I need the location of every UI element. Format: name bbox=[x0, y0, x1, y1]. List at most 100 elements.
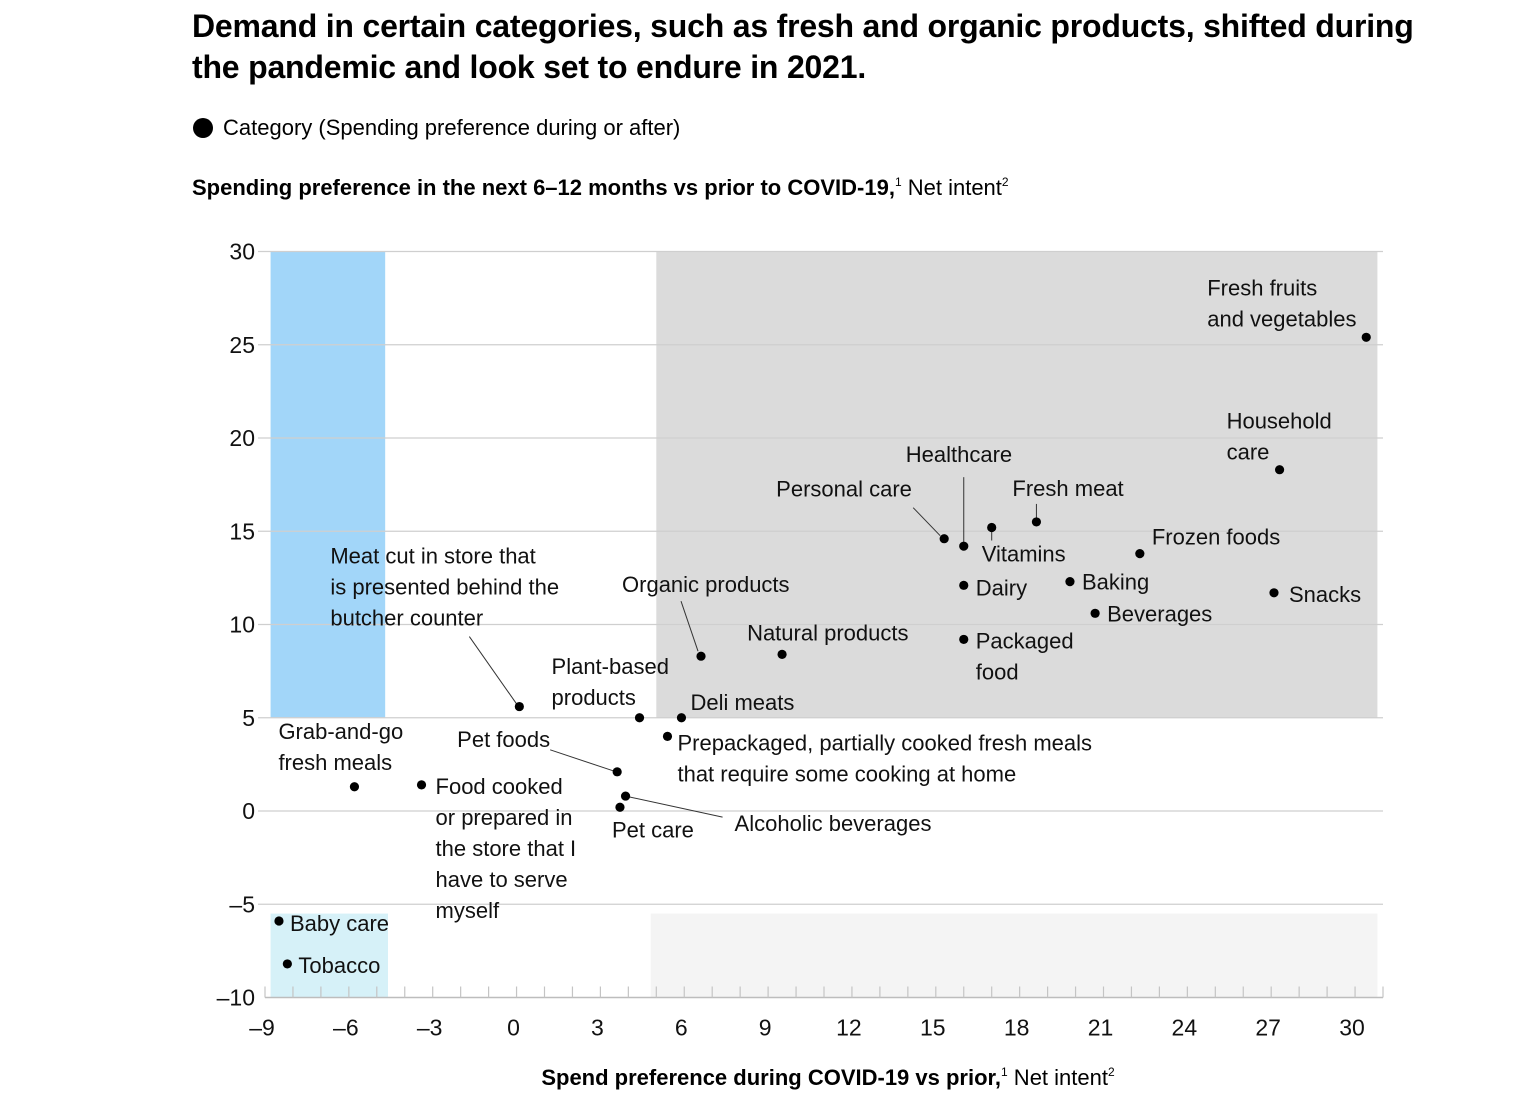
point-label-line: food bbox=[976, 659, 1019, 684]
point-label: Plant-based products bbox=[552, 654, 669, 710]
point-label-line: Baby care bbox=[290, 911, 389, 936]
point-label-line: Fresh meat bbox=[1012, 476, 1123, 501]
x-tick-label: –3 bbox=[417, 1015, 443, 1041]
point-label-line: Organic products bbox=[622, 572, 790, 597]
x-axis-title: Spend preference during COVID-19 vs prio… bbox=[0, 1065, 1526, 1091]
x-tick-label: 6 bbox=[675, 1015, 688, 1041]
x-axis-title-main: Spend preference during COVID-19 vs prio… bbox=[541, 1065, 1001, 1090]
y-tick-label: 10 bbox=[229, 612, 255, 638]
point-label-line: myself bbox=[436, 898, 500, 923]
data-point bbox=[1135, 549, 1145, 559]
point-label: Alcoholic beverages bbox=[735, 811, 932, 836]
point-label-line: Dairy bbox=[976, 575, 1027, 600]
x-axis-title-unit: Net intent bbox=[1007, 1065, 1108, 1090]
point-label: Beverages bbox=[1107, 601, 1212, 626]
point-label: Baking bbox=[1082, 570, 1149, 595]
leader-line bbox=[625, 795, 723, 818]
region-negative-during-negative-after bbox=[270, 913, 388, 998]
point-label-line: Baking bbox=[1082, 570, 1149, 595]
point-label-line: and vegetables bbox=[1207, 306, 1356, 331]
data-point bbox=[1274, 465, 1285, 475]
point-labels-layer: Fresh fruits and vegetables Household care S… bbox=[278, 275, 1361, 978]
point-label: Fresh fruits and vegetables bbox=[1207, 275, 1356, 331]
y-tick-label: –5 bbox=[229, 891, 255, 917]
legend-dot-icon bbox=[193, 118, 213, 138]
point-label-line: Snacks bbox=[1289, 582, 1361, 607]
point-label: Baby care bbox=[290, 911, 389, 936]
data-point bbox=[959, 580, 969, 590]
x-tick-label: 3 bbox=[591, 1015, 604, 1041]
x-tick-label: 15 bbox=[920, 1015, 946, 1041]
point-label-line: Meat cut in store that bbox=[330, 544, 535, 569]
data-point bbox=[634, 713, 645, 723]
data-point bbox=[274, 916, 284, 926]
data-point bbox=[777, 649, 787, 659]
point-label-line: fresh meals bbox=[278, 750, 392, 775]
x-tick-label: 12 bbox=[836, 1015, 862, 1041]
y-axis-title-unit: Net intent bbox=[901, 175, 1002, 200]
point-label-line: Personal care bbox=[776, 477, 912, 502]
y-axis-title-main: Spending preference in the next 6–12 mon… bbox=[192, 175, 895, 200]
point-label-line: that require some cooking at home bbox=[677, 761, 1016, 786]
data-point bbox=[1269, 588, 1279, 598]
leader-line bbox=[468, 636, 517, 704]
point-label-line: Pet care bbox=[612, 817, 694, 842]
data-point bbox=[676, 713, 687, 723]
y-axis-title: Spending preference in the next 6–12 mon… bbox=[192, 175, 1009, 201]
y-tick-label: 25 bbox=[229, 332, 255, 358]
point-label-line: butcher counter bbox=[330, 606, 483, 631]
point-label-line: have to serve bbox=[436, 867, 568, 892]
point-label-line: Natural products bbox=[747, 620, 908, 645]
leader-line bbox=[912, 507, 941, 537]
point-label-line: or prepared in bbox=[436, 805, 573, 830]
point-label: Pet care bbox=[612, 817, 694, 842]
point-label: Healthcare bbox=[906, 442, 1012, 467]
point-label: Pet foods bbox=[457, 727, 550, 752]
x-tick-label: 9 bbox=[759, 1015, 772, 1041]
data-point bbox=[1031, 517, 1042, 527]
chart-title: Demand in certain categories, such as fr… bbox=[192, 8, 1414, 85]
region-negative-during-positive-after bbox=[270, 251, 386, 718]
point-label-line: is presented behind the bbox=[330, 575, 559, 600]
data-point bbox=[514, 701, 524, 712]
x-axis-footnote-1: 1 bbox=[1001, 1065, 1008, 1079]
point-label: Snacks bbox=[1289, 582, 1361, 607]
x-tick-label: 27 bbox=[1255, 1015, 1281, 1041]
point-label: Personal care bbox=[776, 477, 912, 502]
point-label-line: Frozen foods bbox=[1152, 525, 1280, 550]
points-layer bbox=[274, 332, 1371, 969]
legend: Category (Spending preference during or … bbox=[193, 115, 680, 141]
data-point bbox=[349, 782, 360, 792]
data-point bbox=[939, 534, 949, 544]
x-tick-label: 18 bbox=[1004, 1015, 1030, 1041]
x-tick-label: 0 bbox=[507, 1015, 520, 1041]
leader-line bbox=[550, 749, 614, 772]
point-label: Tobacco bbox=[298, 953, 380, 978]
region-positive-during-positive-after bbox=[656, 251, 1378, 718]
y-tick-label: 5 bbox=[242, 705, 255, 731]
point-label: Natural products bbox=[747, 620, 908, 645]
y-axis-footnote-2: 2 bbox=[1001, 175, 1009, 189]
data-point bbox=[959, 634, 969, 645]
y-tick-label: 20 bbox=[229, 425, 255, 451]
point-label-line: Pet foods bbox=[457, 727, 550, 752]
point-label-line: Plant-based bbox=[552, 654, 669, 679]
point-label-line: Alcoholic beverages bbox=[735, 811, 932, 836]
x-tick-label: 24 bbox=[1172, 1015, 1198, 1041]
point-label-line: the store that I bbox=[436, 836, 577, 861]
x-axis-footnote-2: 2 bbox=[1107, 1065, 1115, 1079]
region-positive-during-negative-after bbox=[650, 913, 1378, 998]
point-label-line: Fresh fruits bbox=[1207, 275, 1317, 300]
point-label: Frozen foods bbox=[1152, 525, 1280, 550]
point-label-line: Grab-and-go bbox=[278, 719, 403, 744]
x-tick-label: –6 bbox=[333, 1015, 359, 1041]
x-tick-label: 30 bbox=[1339, 1015, 1365, 1041]
point-label-line: Household bbox=[1227, 409, 1332, 434]
point-label: Deli meats bbox=[690, 690, 794, 715]
point-label-line: products bbox=[552, 685, 636, 710]
data-point bbox=[959, 541, 969, 551]
point-label: Grab-and-go fresh meals bbox=[278, 719, 403, 775]
point-label-line: Deli meats bbox=[690, 690, 794, 715]
point-label-line: care bbox=[1227, 440, 1270, 465]
